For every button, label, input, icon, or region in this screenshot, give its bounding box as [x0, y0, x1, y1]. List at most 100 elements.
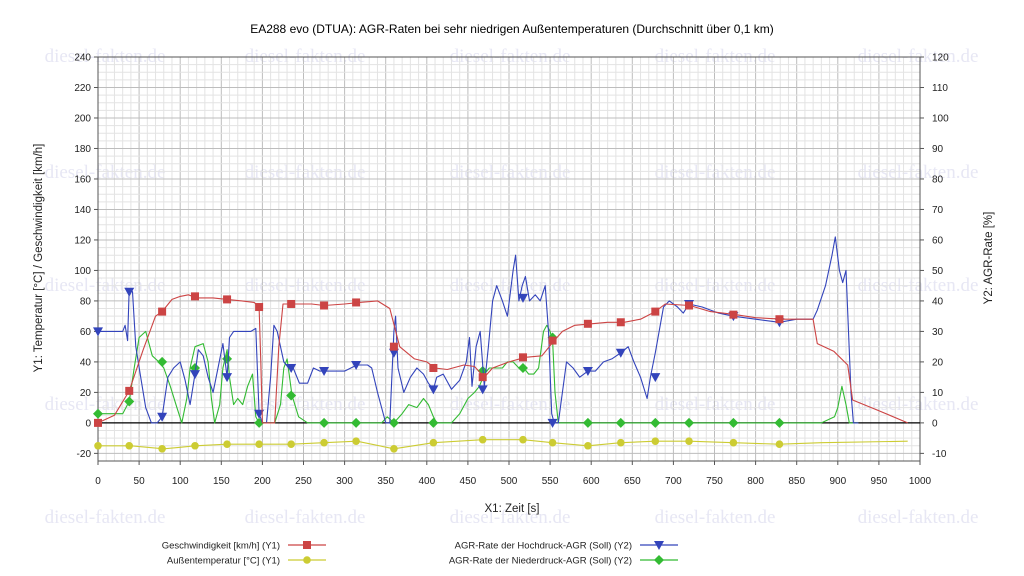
- series-layer: [93, 236, 908, 453]
- data-point: [352, 437, 360, 445]
- y1-tick-label: 40: [80, 357, 92, 368]
- data-point: [388, 348, 399, 358]
- x-tick-label: 750: [706, 476, 723, 487]
- data-point: [584, 441, 592, 450]
- x-tick-label: 550: [542, 476, 559, 487]
- data-point: [517, 293, 528, 303]
- data-point: [729, 310, 738, 319]
- y2-tick-label: 100: [932, 113, 949, 124]
- data-point: [615, 417, 626, 428]
- data-point: [93, 408, 103, 419]
- data-point: [429, 364, 438, 373]
- data-point: [775, 315, 784, 324]
- data-point: [158, 307, 167, 316]
- data-point: [428, 385, 439, 395]
- watermark-text: diesel-fakten.de: [450, 507, 571, 528]
- y1-tick-label: 120: [74, 235, 91, 246]
- y2-tick-label: 120: [932, 53, 949, 64]
- y2-tick-label: 30: [932, 327, 944, 338]
- watermark-text: diesel-fakten.de: [858, 162, 979, 183]
- data-point: [428, 417, 439, 428]
- y2-axis-ticks: -10 0 10 20 30 40 50 60 70 80 90 100 110 120: [920, 53, 949, 460]
- x-tick-label: 100: [172, 476, 189, 487]
- data-point: [477, 385, 488, 395]
- data-point: [650, 373, 661, 383]
- data-point: [319, 367, 330, 377]
- y2-tick-label: 40: [932, 296, 944, 307]
- watermark-text: diesel-fakten.de: [45, 162, 166, 183]
- data-point: [518, 353, 527, 362]
- x-tick-label: 650: [624, 476, 641, 487]
- x-tick-label: 950: [871, 476, 888, 487]
- data-point: [651, 437, 660, 445]
- data-point: [685, 437, 693, 445]
- data-point: [255, 440, 263, 449]
- y2-tick-label: -10: [932, 449, 947, 460]
- x-tick-label: 150: [213, 476, 230, 487]
- data-point: [287, 440, 295, 449]
- data-point: [157, 412, 168, 422]
- y2-tick-label: 10: [932, 388, 944, 399]
- data-point: [775, 440, 784, 449]
- data-point: [351, 417, 362, 428]
- data-point: [157, 356, 168, 367]
- data-point: [728, 417, 739, 428]
- data-point: [124, 396, 135, 407]
- data-point: [519, 435, 527, 444]
- data-point: [651, 307, 660, 316]
- data-point: [582, 417, 593, 428]
- y2-tick-label: 90: [932, 144, 944, 155]
- data-point: [158, 445, 166, 453]
- series-group: [94, 292, 908, 427]
- data-point: [650, 417, 661, 428]
- y1-tick-label: 240: [74, 53, 91, 64]
- data-point: [685, 301, 694, 310]
- legend-label: Außentemperatur [°C] (Y1): [167, 556, 280, 567]
- x-tick-label: 1000: [909, 476, 932, 487]
- watermark-text: diesel-fakten.de: [655, 507, 776, 528]
- data-point: [548, 438, 557, 447]
- x-tick-label: 50: [134, 476, 146, 487]
- data-point: [478, 435, 487, 444]
- x-tick-label: 850: [788, 476, 805, 487]
- watermark-text: diesel-fakten.de: [450, 394, 571, 415]
- data-point: [255, 303, 264, 312]
- x-tick-label: 300: [336, 476, 353, 487]
- y2-tick-label: 50: [932, 266, 944, 277]
- data-point: [190, 292, 199, 301]
- x-tick-label: 900: [829, 476, 846, 487]
- data-point: [223, 295, 232, 304]
- data-point: [189, 370, 200, 380]
- y1-tick-label: -20: [77, 449, 92, 460]
- data-point: [94, 441, 102, 450]
- watermark-text: diesel-fakten.de: [858, 394, 979, 415]
- data-point: [478, 373, 487, 382]
- data-point: [774, 417, 785, 428]
- data-point: [548, 336, 557, 345]
- legend-label: AGR-Rate der Niederdruck-AGR (Soll) (Y2): [449, 556, 632, 567]
- y1-tick-label: 180: [74, 144, 91, 155]
- legend-marker: [654, 541, 664, 550]
- legend-label: AGR-Rate der Hochdruck-AGR (Soll) (Y2): [455, 541, 632, 552]
- series-line: [98, 439, 908, 450]
- y1-tick-label: 100: [74, 266, 91, 277]
- y2-tick-label: 110: [932, 83, 948, 94]
- legend-marker: [303, 556, 311, 564]
- data-point: [320, 301, 329, 310]
- y1-axis-title: Y1: Temperatur [°C] / Geschwindigkeit [k…: [33, 144, 45, 373]
- y1-tick-label: 80: [80, 296, 92, 307]
- x-tick-label: 0: [95, 476, 101, 487]
- y1-tick-label: 60: [80, 327, 92, 338]
- y1-tick-label: 160: [74, 174, 91, 185]
- data-point: [93, 327, 103, 337]
- data-point: [517, 363, 528, 374]
- x-tick-label: 200: [254, 476, 271, 487]
- x-tick-label: 350: [377, 476, 394, 487]
- data-point: [351, 360, 362, 370]
- series-line: [98, 324, 859, 424]
- y1-tick-label: 200: [74, 113, 91, 124]
- x-axis-ticks: 0 50 100 150 200 250 300 350 400 450 500 550 600 650 7…: [95, 461, 932, 487]
- x-tick-label: 400: [418, 476, 435, 487]
- data-point: [429, 438, 438, 447]
